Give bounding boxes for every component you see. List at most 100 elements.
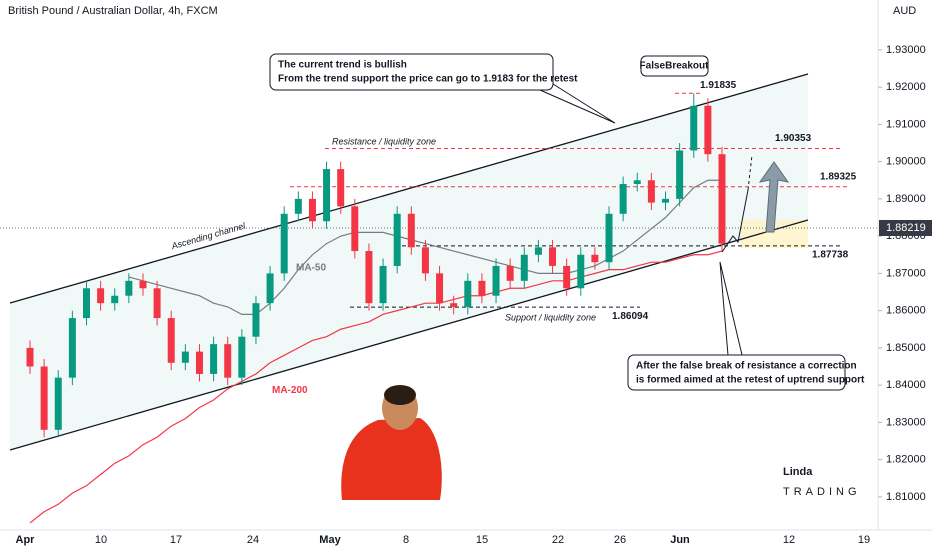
callout [539, 83, 616, 124]
y-tick-label: 1.91000 [886, 118, 926, 130]
levels: 1.91835 1.90353 1.89325 1.87738 1.86094 [0, 80, 878, 322]
ma-label: MA-200 [272, 385, 308, 396]
candle-body [97, 288, 105, 304]
illustration [341, 385, 442, 500]
candle-body [662, 198, 670, 203]
candle-body [549, 247, 557, 266]
annotation: is formed aimed at the retest of uptrend… [636, 375, 865, 386]
candle-body [308, 198, 316, 222]
candle-body [238, 336, 246, 378]
x-tick-label: Jun [670, 534, 690, 546]
candle-body [676, 150, 684, 199]
candle-body [266, 273, 274, 304]
x-tick-label: 15 [476, 534, 488, 546]
level-label: 1.91835 [700, 80, 737, 91]
annotation: Resistance / liquidity zone [332, 136, 436, 146]
annotation: From the trend support the price can go … [278, 74, 578, 85]
current-price-label: 1.88219 [886, 222, 926, 234]
candle-body [647, 180, 655, 203]
candle-body [280, 213, 288, 274]
ma-label: MA-50 [296, 262, 326, 273]
candle-body [323, 169, 331, 222]
level-label: 1.90353 [775, 133, 812, 144]
candle-body [167, 318, 175, 363]
candle-body [718, 154, 726, 244]
candle-body [577, 254, 585, 289]
candle-body [252, 303, 260, 337]
candle-body [704, 105, 712, 155]
candle-body [520, 254, 528, 281]
candle-body [82, 288, 90, 319]
y-tick-label: 1.86000 [886, 305, 926, 317]
candle-body [605, 213, 613, 263]
candle-body [407, 213, 415, 248]
logo: TRADING [783, 486, 861, 498]
candle-body [294, 198, 302, 214]
x-tick-label: 19 [858, 534, 870, 546]
candle-body [619, 183, 627, 214]
logo: Linda [783, 466, 813, 478]
plot [26, 93, 726, 524]
currency: AUD [893, 5, 916, 17]
y-tick-label: 1.85000 [886, 342, 926, 354]
current-price-box [879, 219, 932, 236]
target-arrow [758, 161, 790, 233]
y-tick-label: 1.84000 [886, 379, 926, 391]
candle-body [224, 344, 232, 378]
x-tick-label: 22 [552, 534, 564, 546]
annotation: After the false break of resistance a co… [636, 361, 857, 372]
annotation-box [627, 354, 846, 391]
ma-line [29, 250, 723, 524]
candle-body [478, 280, 486, 296]
candle-body [421, 247, 429, 274]
candle-body [139, 280, 147, 289]
level-label: 1.89325 [820, 171, 857, 182]
candle-body [40, 366, 48, 430]
y-tick-label: 1.92000 [886, 81, 926, 93]
candle-body [337, 169, 345, 207]
candle-body [633, 180, 641, 184]
x-tick-label: 26 [614, 534, 626, 546]
x-tick-label: 24 [247, 534, 259, 546]
candle-body [153, 288, 161, 319]
candle-body [690, 105, 698, 151]
y-tick-label: 1.89000 [886, 193, 926, 205]
x-tick-label: 8 [403, 534, 409, 546]
candle-body [111, 295, 119, 304]
candle-body [125, 280, 133, 296]
candle-body [506, 265, 514, 281]
candle-body [393, 213, 401, 266]
candle-body [492, 265, 500, 296]
chart-title: British Pound / Australian Dollar, 4h, F… [8, 5, 218, 17]
annotation-box [640, 55, 709, 77]
candle-body [464, 280, 472, 307]
level-label: 1.86094 [612, 311, 649, 322]
candle-body [563, 265, 571, 289]
candle-body [591, 254, 599, 263]
candle-body [26, 347, 34, 367]
annotation: The current trend is bullish [278, 60, 407, 71]
candle-body [210, 344, 218, 374]
candle-body [450, 303, 458, 307]
annotation: FalseBreakout [640, 61, 710, 72]
channel-upper [9, 73, 809, 304]
candle-body [379, 265, 387, 304]
candle-body [436, 273, 444, 304]
candle-body [351, 206, 359, 252]
y-tick-label: 1.83000 [886, 416, 926, 428]
path-arrow [721, 189, 749, 253]
x-tick-label: Apr [16, 534, 36, 546]
channel-fill [10, 74, 808, 450]
channel-lower [9, 219, 809, 451]
callout [719, 261, 743, 356]
x-tick-label: 10 [95, 534, 107, 546]
y-tick-label: 1.90000 [886, 156, 926, 168]
candle-body [54, 377, 62, 430]
candle-body [534, 247, 542, 255]
annotation-box [269, 53, 554, 91]
candle-body [181, 351, 189, 363]
candle-body [68, 318, 76, 378]
x-tick-label: May [319, 534, 341, 546]
